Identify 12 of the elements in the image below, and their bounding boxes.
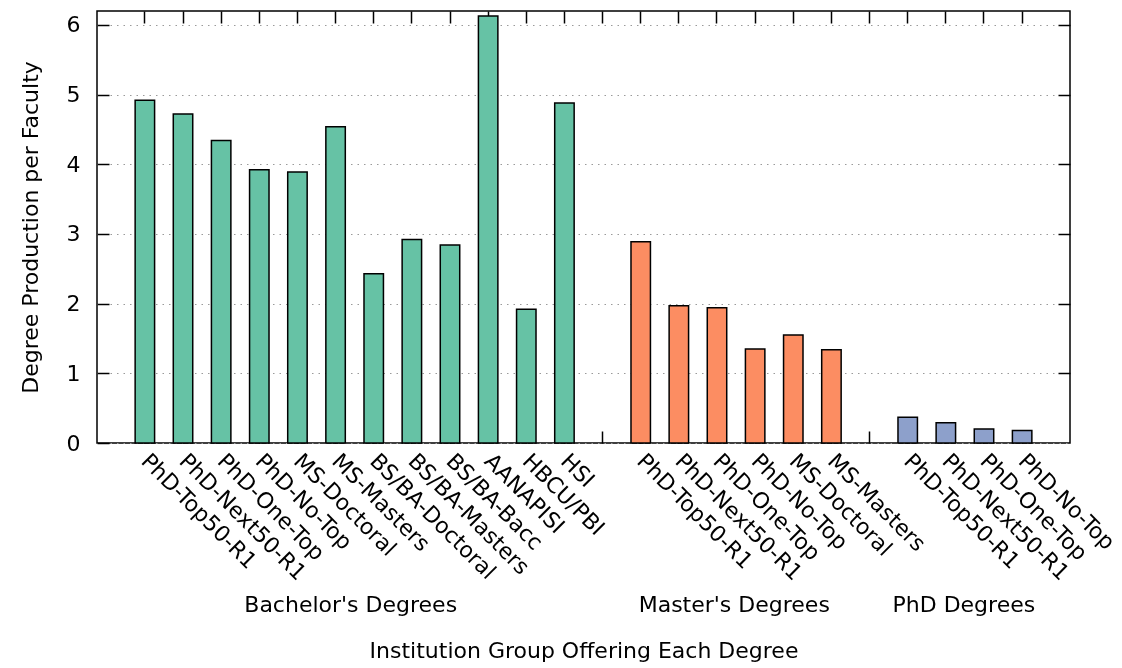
y-tick-label: 5 (66, 82, 81, 108)
text: Master's Degrees (638, 592, 830, 617)
y-tick-label: 4 (66, 151, 81, 177)
y-tick-label: 0 (66, 430, 81, 456)
text: PhD Degrees (892, 592, 1036, 617)
y-axis-title: Degree Production per Faculty (17, 61, 43, 394)
x-axis-title: Institution Group Offering Each Degree (369, 637, 799, 663)
y-tick-label: 6 (66, 12, 81, 38)
y-tick-label: 1 (66, 360, 81, 386)
text: Bachelor's Degrees (244, 592, 458, 617)
y-tick-label: 2 (66, 291, 81, 317)
y-tick-label: 3 (66, 221, 81, 247)
